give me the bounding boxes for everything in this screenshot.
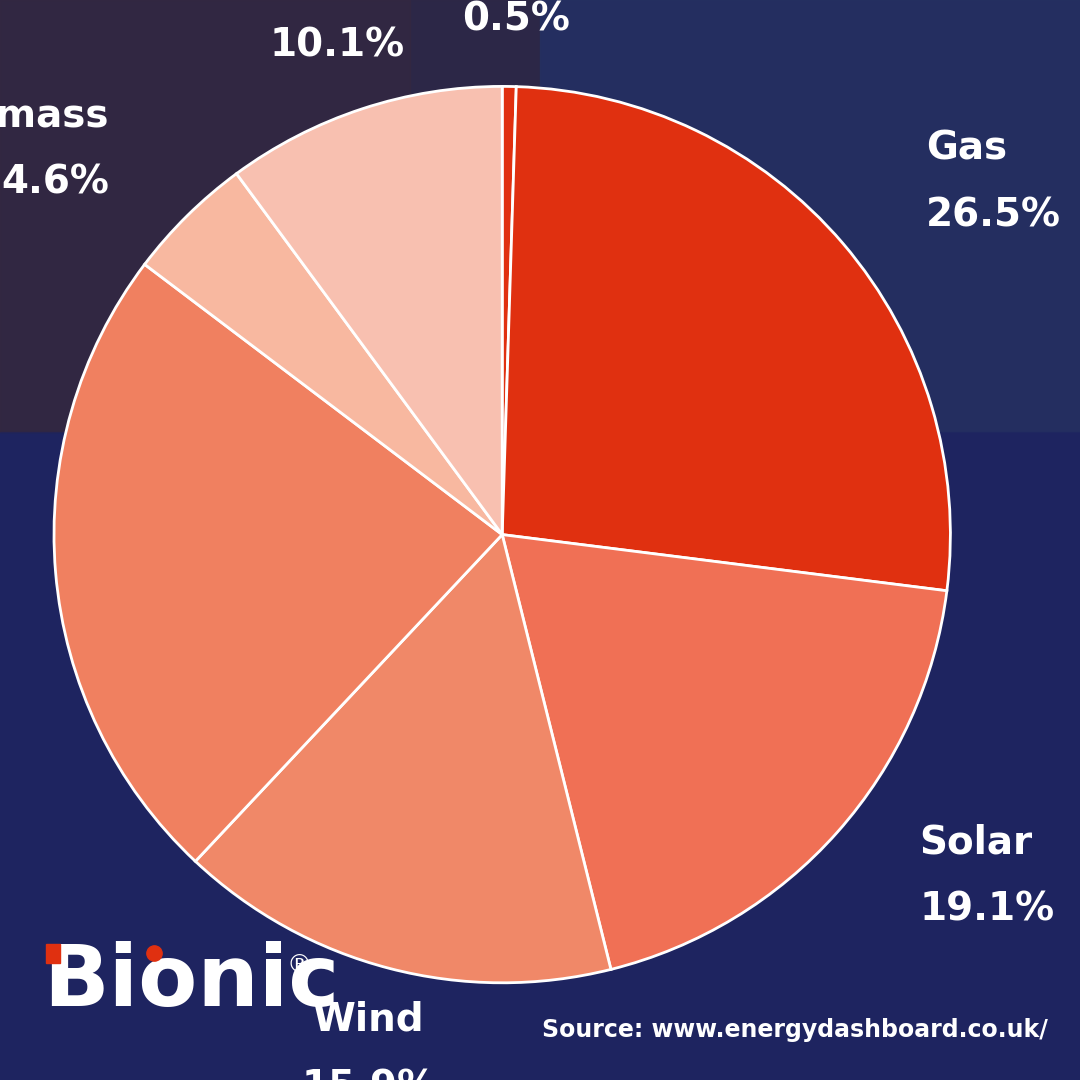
Wedge shape	[145, 174, 502, 535]
Text: 10.1%: 10.1%	[270, 27, 405, 65]
Text: Source: www.energydashboard.co.uk/: Source: www.energydashboard.co.uk/	[542, 1018, 1048, 1042]
Text: Wind: Wind	[313, 1001, 424, 1039]
Text: Solar: Solar	[919, 824, 1032, 862]
Text: 19.1%: 19.1%	[919, 891, 1054, 929]
Text: Biomass: Biomass	[0, 96, 109, 135]
Bar	[46, 944, 60, 963]
Bar	[0, 432, 1080, 454]
Wedge shape	[195, 535, 611, 983]
Wedge shape	[54, 265, 502, 862]
Bar	[540, 0, 1080, 432]
Bar	[0, 0, 540, 432]
Text: 4.6%: 4.6%	[1, 164, 109, 202]
Bar	[0, 0, 410, 432]
Wedge shape	[502, 535, 947, 970]
Text: 15.9%: 15.9%	[301, 1068, 436, 1080]
Wedge shape	[502, 86, 950, 591]
Text: 0.5%: 0.5%	[462, 0, 570, 39]
Text: Bionic: Bionic	[43, 942, 339, 1024]
Text: Gas: Gas	[926, 130, 1007, 167]
Wedge shape	[237, 86, 502, 535]
Wedge shape	[502, 86, 516, 535]
Text: ®: ®	[286, 954, 311, 977]
Text: 26.5%: 26.5%	[926, 197, 1061, 234]
